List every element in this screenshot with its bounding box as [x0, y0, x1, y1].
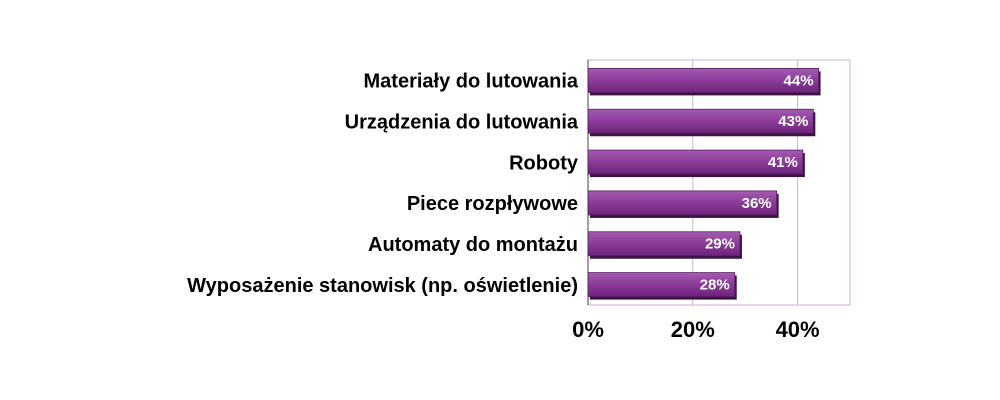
value-label: 36% — [742, 195, 772, 212]
category-label: Urządzenia do lutowania — [345, 112, 579, 134]
bar — [587, 68, 819, 93]
x-tick-label: 40% — [776, 317, 820, 342]
category-label: Wyposażenie stanowisk (np. oświetlenie) — [187, 275, 578, 297]
category-label: Piece rozpływowe — [407, 193, 578, 215]
value-label: 44% — [784, 72, 814, 89]
bar — [587, 272, 736, 297]
value-label: 43% — [778, 113, 808, 130]
x-tick-label: 20% — [671, 317, 715, 342]
value-label: 41% — [768, 154, 798, 171]
category-label: Materiały do lutowania — [364, 71, 579, 93]
value-label: 28% — [700, 277, 730, 294]
value-label: 29% — [705, 236, 735, 253]
bar — [587, 149, 804, 175]
category-label: Automaty do montażu — [368, 234, 578, 256]
plot-frame — [587, 59, 851, 306]
x-tick-label: 0% — [572, 317, 604, 342]
bar — [587, 190, 778, 216]
bar — [587, 108, 814, 134]
category-label: Roboty — [509, 152, 579, 174]
bar — [587, 231, 741, 257]
